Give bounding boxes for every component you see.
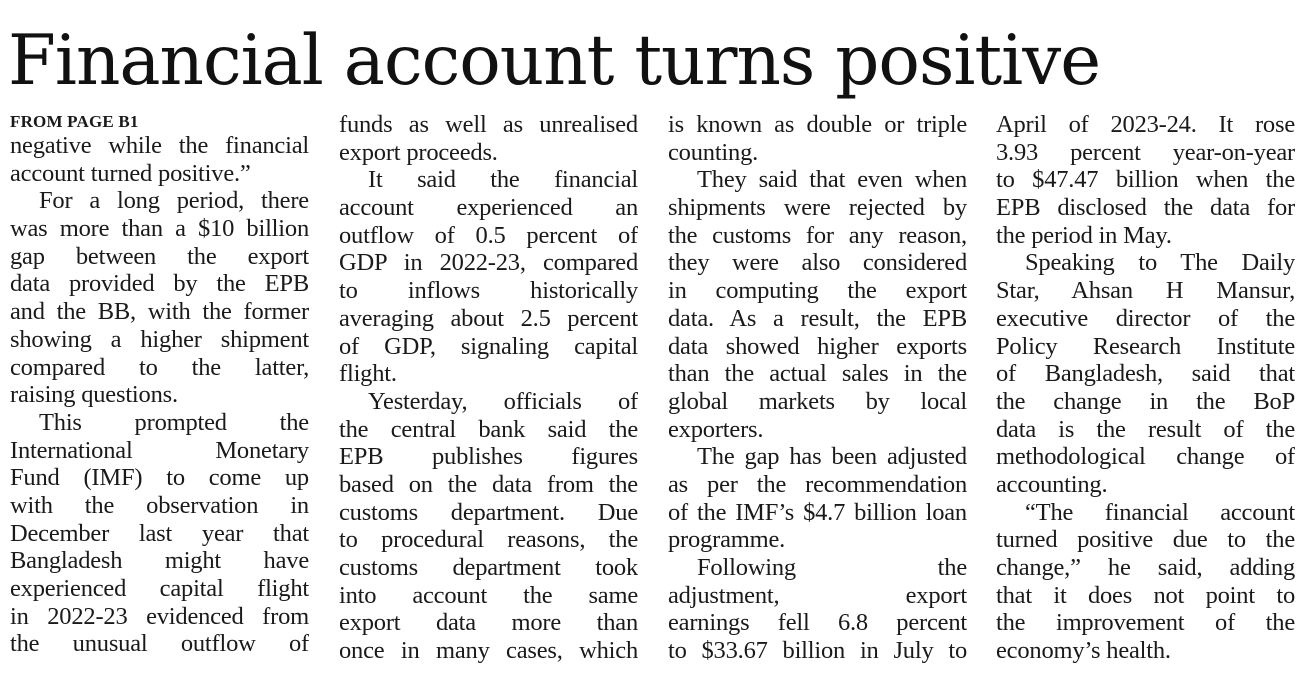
article-column-3: is known as double or triple counting. The… bbox=[668, 111, 967, 671]
article-text-line: to inflows historically bbox=[339, 277, 638, 305]
article-text-line: They said that even when bbox=[697, 166, 967, 194]
article-text-line: data. As a result, the EPB bbox=[668, 304, 967, 332]
article-text-line: methodological change of bbox=[996, 443, 1295, 471]
article-text-line: of the IMF’s $4.7 billion loan bbox=[668, 498, 967, 526]
article-text-line: customs department. Due bbox=[339, 498, 638, 526]
article-text-line: April of 2023-24. It rose bbox=[996, 111, 1295, 138]
article-text-line: they were also considered bbox=[668, 249, 967, 277]
article-text-line: “The financial account bbox=[1025, 498, 1295, 526]
article-text-line: once in many cases, which bbox=[339, 637, 638, 665]
article-text-line: programme. bbox=[668, 526, 786, 554]
article-text-line: adjustment, export bbox=[668, 581, 967, 609]
article-text-line: export proceeds. bbox=[339, 138, 498, 166]
article-text-line: earnings fell 6.8 percent bbox=[668, 609, 967, 637]
article-text-line: that it does not point to bbox=[996, 581, 1295, 609]
article-text-line: For a long period, there bbox=[39, 187, 309, 215]
article-text-line: export data more than bbox=[339, 609, 638, 637]
article-text-line: the unusual outflow of bbox=[10, 630, 309, 658]
article-text-line: as per the recommendation bbox=[668, 470, 967, 498]
article-text-line: data showed higher exports bbox=[668, 332, 967, 360]
article-text-line: was more than a $10 billion bbox=[10, 215, 309, 243]
article-text-line: Star, Ahsan H Mansur, bbox=[996, 277, 1295, 305]
article-text-line: Speaking to The Daily bbox=[1025, 249, 1295, 277]
article-text-line: into account the same bbox=[339, 581, 638, 609]
article-text-line: 3.93 percent year-on-year bbox=[996, 138, 1295, 166]
article-text-line: the central bank said the bbox=[339, 415, 638, 443]
article-text-line: change,” he said, adding bbox=[996, 554, 1295, 581]
article-column-2: funds as well as unrealised export procee… bbox=[339, 111, 638, 671]
jump-kicker: FROM PAGE B1 bbox=[10, 112, 139, 131]
article-text-line: negative while the financial bbox=[10, 132, 309, 159]
article-text-line: and the BB, with the former bbox=[10, 298, 309, 326]
article-text-line: GDP in 2022-23, compared bbox=[339, 249, 638, 277]
article-text-line: Following the bbox=[697, 554, 967, 581]
article-text-line: counting. bbox=[668, 138, 759, 166]
article-text-line: to procedural reasons, the bbox=[339, 526, 638, 554]
article-text-line: data provided by the EPB bbox=[10, 270, 309, 298]
article-text-line: flight. bbox=[339, 360, 397, 388]
article-text-line: based on the data from the bbox=[339, 470, 638, 498]
article-text-line: to $47.47 billion when the bbox=[996, 166, 1295, 194]
article-text-line: in 2022-23 evidenced from bbox=[10, 602, 309, 630]
article-text-line: showing a higher shipment bbox=[10, 325, 309, 353]
article-text-line: funds as well as unrealised bbox=[339, 111, 638, 138]
article-text-line: December last year that bbox=[10, 519, 309, 547]
article-text-line: It said the financial bbox=[368, 166, 638, 194]
article-text-line: compared to the latter, bbox=[10, 353, 309, 381]
article-text-line: is known as double or triple bbox=[668, 111, 967, 138]
article-text-line: exporters. bbox=[668, 415, 764, 443]
article-text-line: the change in the BoP bbox=[996, 387, 1295, 415]
article-column-4: April of 2023-24. It rose 3.93 percent ye… bbox=[996, 111, 1295, 671]
article-text-line: executive director of the bbox=[996, 304, 1295, 332]
article-text-line: global markets by local bbox=[668, 387, 967, 415]
article-text-line: to $33.67 billion in July to bbox=[668, 637, 967, 665]
headline: Financial account turns positive bbox=[8, 21, 1101, 101]
article-text-line: with the observation in bbox=[10, 491, 309, 519]
article-text-line: shipments were rejected by bbox=[668, 194, 967, 222]
article-text-line: The gap has been adjusted bbox=[697, 443, 967, 471]
article-text-line: Yesterday, officials of bbox=[368, 387, 638, 415]
article-text-line: Bangladesh might have bbox=[10, 547, 309, 575]
article-text-line: averaging about 2.5 percent bbox=[339, 304, 638, 332]
article-text-line: the period in May. bbox=[996, 221, 1172, 249]
article-text-line: the improvement of the bbox=[996, 609, 1295, 637]
article-column-1: FROM PAGE B1 negative while the financia… bbox=[10, 111, 309, 671]
article-text-line: data is the result of the bbox=[996, 415, 1295, 443]
article-text-line: experienced capital flight bbox=[10, 575, 309, 602]
article-text-line: of GDP, signaling capital bbox=[339, 332, 638, 360]
article-text-line: in computing the export bbox=[668, 277, 967, 305]
article-text-line: Fund (IMF) to come up bbox=[10, 464, 309, 492]
article-text-line: account experienced an bbox=[339, 194, 638, 222]
article-text-line: account turned positive.” bbox=[10, 159, 251, 187]
article-text-line: economy’s health. bbox=[996, 637, 1171, 665]
article-text-line: EPB disclosed the data for bbox=[996, 194, 1295, 222]
article-text-line: than the actual sales in the bbox=[668, 360, 967, 388]
article-text-line: raising questions. bbox=[10, 381, 178, 409]
article-text-line: International Monetary bbox=[10, 436, 309, 464]
article-text-line: EPB publishes figures bbox=[339, 443, 638, 471]
article-text-line: gap between the export bbox=[10, 242, 309, 270]
article-text-line: of Bangladesh, said that bbox=[996, 360, 1295, 388]
article-text-line: customs department took bbox=[339, 554, 638, 581]
article-text-line: accounting. bbox=[996, 470, 1108, 498]
article-text-line: the customs for any reason, bbox=[668, 221, 967, 249]
article-text-line: turned positive due to the bbox=[996, 526, 1295, 554]
article-text-line: This prompted the bbox=[39, 408, 309, 436]
article-text-line: outflow of 0.5 percent of bbox=[339, 221, 638, 249]
article-text-line: Policy Research Institute bbox=[996, 332, 1295, 360]
